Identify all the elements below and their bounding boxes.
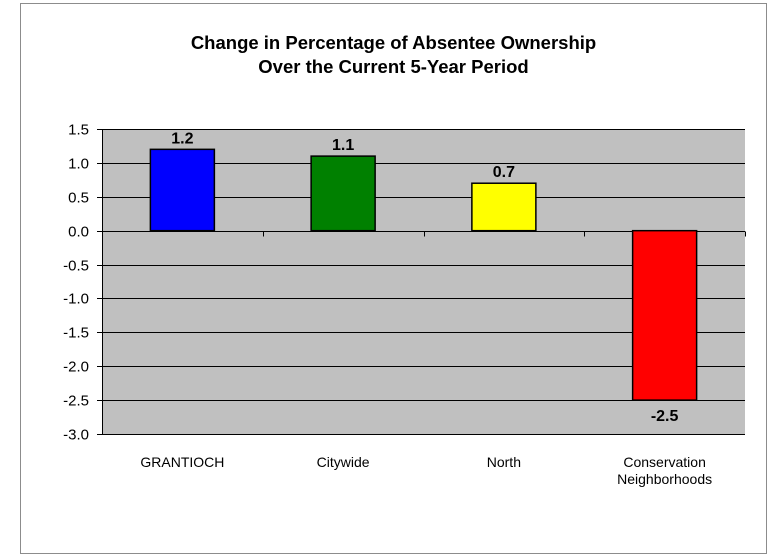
y-tick-label: 1.0 [68, 156, 89, 173]
category-label: Conservation [623, 454, 706, 470]
y-tick-label: -1.5 [63, 325, 89, 342]
y-tick-label: 0.0 [68, 224, 89, 241]
y-tick-label: -1.0 [63, 291, 89, 308]
bar [310, 155, 376, 232]
chart-title-line-1: Change in Percentage of Absentee Ownersh… [190, 32, 597, 53]
category-label: Neighborhoods [617, 471, 712, 487]
y-tick-label: -2.5 [63, 393, 89, 410]
bar [149, 148, 216, 232]
data-label: -2.5 [651, 408, 679, 425]
y-tick-label: -3.0 [63, 427, 89, 444]
category-label: North [487, 454, 521, 470]
y-tick-label: 0.5 [68, 190, 89, 207]
category-label: Citywide [317, 454, 370, 470]
y-tick-label: 1.5 [68, 122, 89, 139]
category-label: GRANTIOCH [140, 454, 224, 470]
data-label: 1.2 [171, 130, 193, 147]
y-tick-label: -2.0 [63, 359, 89, 376]
chart-title-line-2: Over the Current 5-Year Period [258, 56, 529, 77]
data-label: 0.7 [493, 164, 515, 181]
y-tick-label: -0.5 [63, 258, 89, 275]
bar [471, 182, 537, 232]
data-label: 1.1 [332, 137, 354, 154]
chart-title: Change in Percentage of Absentee Ownersh… [20, 31, 767, 79]
bar [631, 229, 698, 401]
